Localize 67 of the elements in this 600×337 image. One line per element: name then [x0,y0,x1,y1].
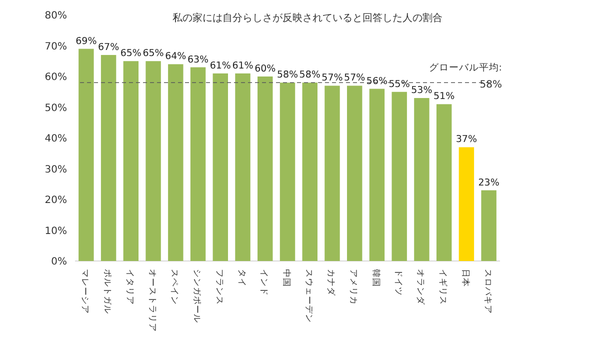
bar [123,61,139,261]
y-tick-label: 40% [44,134,67,144]
data-label: 57% [344,72,366,84]
chart-title: 私の家には自分らしさが反映されていると回答した人の割合 [172,12,442,24]
x-tick-label: ポルトガル [102,269,112,314]
x-tick-label: ドイツ [392,269,403,296]
data-label: 69% [76,36,97,47]
x-tick-label: 日本 [460,269,471,287]
bar [458,147,474,261]
x-tick-label: イタリア [124,269,134,305]
x-tick-label: カナダ [326,269,337,297]
x-tick-label: オーストラリア [146,269,157,332]
y-tick-label: 30% [44,164,67,176]
bar [190,67,206,261]
bar [168,64,184,261]
y-tick-label: 70% [44,41,67,52]
data-label: 58% [276,70,298,81]
x-tick-label: アメリカ [348,269,358,305]
x-tick-label: 韓国 [370,269,382,287]
bar [481,190,496,261]
x-tick-label: シンガポール [192,269,202,323]
data-label: 64% [165,51,186,62]
y-tick-label: 0% [51,256,67,268]
x-tick-label: オランダ [415,269,426,306]
bar [258,76,273,261]
data-label: 67% [98,42,120,53]
y-tick-label: 10% [44,226,67,237]
bar [369,88,385,261]
x-tick-label: スペイン [169,269,180,305]
data-label: 53% [411,85,432,96]
bar [302,82,318,261]
bar [212,73,228,261]
data-label: 63% [187,54,209,66]
x-tick-label: タイ [236,269,246,287]
bar [414,98,430,261]
ref-line-label: グローバル平均: [428,62,502,74]
x-tick-label: 中国 [281,269,292,287]
bar [347,86,362,261]
bar [324,86,340,261]
data-label: 58% [299,70,320,81]
bar [280,82,296,261]
annotation: 58% [480,80,502,91]
bar [78,48,94,261]
data-label: 51% [434,91,455,102]
bar [235,73,250,261]
y-tick-label: 60% [44,72,67,83]
data-label: 61% [210,60,231,72]
x-tick-label: フランス [214,269,224,305]
bar [100,54,116,261]
data-label: 23% [478,177,500,188]
x-tick-label: インド [258,269,269,296]
x-tick-label: イギリス [438,269,449,305]
y-tick-label: 20% [44,195,67,206]
data-label: 65% [142,48,164,60]
data-label: 37% [456,134,478,146]
x-tick-label: スウェーデン [303,269,314,323]
data-label: 65% [120,48,142,60]
x-tick-label: スロバキア [482,269,492,314]
y-tick-label: 50% [44,102,67,114]
bar [436,104,452,261]
data-label: 61% [232,60,254,72]
data-label: 60% [254,64,276,74]
data-label: 57% [322,72,343,84]
bar [392,92,407,261]
x-tick-label: マレーシア [80,269,90,314]
bar [146,61,161,261]
y-tick-label: 80% [44,10,67,22]
